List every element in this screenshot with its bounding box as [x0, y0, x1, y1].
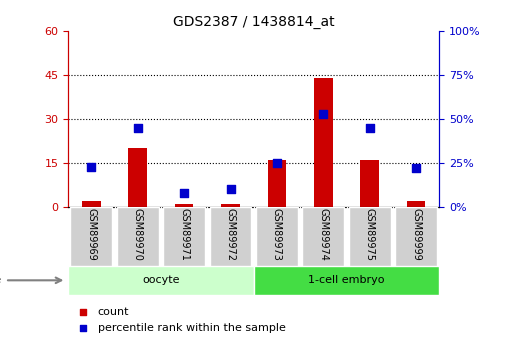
- Bar: [71, 207, 112, 266]
- Point: [87, 164, 95, 169]
- Bar: [82, 201, 100, 207]
- Bar: [349, 207, 391, 266]
- Text: GSM89972: GSM89972: [226, 208, 235, 261]
- Text: GSM89974: GSM89974: [318, 208, 328, 261]
- Bar: [68, 266, 254, 295]
- Text: percentile rank within the sample: percentile rank within the sample: [98, 323, 286, 333]
- Bar: [395, 207, 437, 266]
- Point: [79, 309, 87, 314]
- Bar: [117, 207, 159, 266]
- Text: oocyte: oocyte: [142, 275, 180, 285]
- Point: [180, 190, 188, 196]
- Bar: [407, 201, 425, 207]
- Bar: [221, 204, 240, 207]
- Text: GSM89973: GSM89973: [272, 208, 282, 261]
- Text: GSM89969: GSM89969: [86, 208, 96, 261]
- Text: GSM89971: GSM89971: [179, 208, 189, 261]
- Title: GDS2387 / 1438814_at: GDS2387 / 1438814_at: [173, 14, 335, 29]
- Text: GSM89975: GSM89975: [365, 208, 375, 261]
- Bar: [254, 266, 439, 295]
- Bar: [314, 78, 333, 207]
- Bar: [210, 207, 251, 266]
- Bar: [268, 160, 286, 207]
- Bar: [163, 207, 205, 266]
- Point: [273, 160, 281, 166]
- Text: 1-cell embryo: 1-cell embryo: [309, 275, 385, 285]
- Point: [227, 187, 235, 192]
- Text: GSM89999: GSM89999: [411, 208, 421, 261]
- Point: [134, 125, 142, 130]
- Text: development stage: development stage: [0, 275, 2, 285]
- Text: GSM89970: GSM89970: [133, 208, 143, 261]
- Bar: [361, 160, 379, 207]
- Bar: [256, 207, 298, 266]
- Bar: [302, 207, 344, 266]
- Point: [412, 166, 420, 171]
- Point: [79, 325, 87, 331]
- Point: [319, 111, 327, 117]
- Bar: [128, 148, 147, 207]
- Text: count: count: [98, 307, 129, 316]
- Bar: [175, 204, 193, 207]
- Point: [366, 125, 374, 130]
